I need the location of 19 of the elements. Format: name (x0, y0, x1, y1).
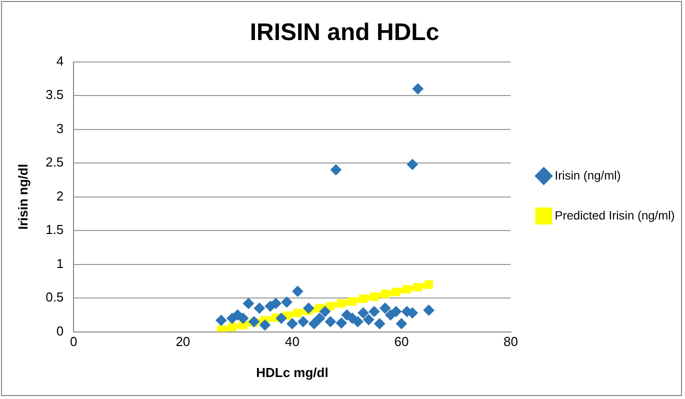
legend-label: Predicted Irisin (ng/ml) (554, 208, 675, 222)
y-tick-label: 4 (56, 53, 64, 68)
y-tick-label: 3.5 (46, 87, 64, 102)
y-tick-label: 0.5 (46, 290, 64, 305)
y-tick-label: 3 (56, 120, 64, 136)
x-tick-label: 40 (284, 334, 300, 350)
x-axis-title: HDLc mg/dl (256, 364, 328, 380)
x-tick-label: 20 (176, 334, 190, 350)
y-tick-label: 0 (56, 323, 64, 338)
x-tick-label: 60 (394, 334, 409, 350)
legend-label: Irisin (ng/ml) (554, 168, 621, 182)
y-tick-label: 2.5 (46, 154, 64, 170)
x-tick-label: 0 (70, 334, 78, 350)
chart-title: IRISIN and HDLc (250, 19, 440, 46)
x-tick-label: 80 (504, 334, 518, 350)
y-tick-label: 1.5 (46, 222, 64, 238)
y-tick-label: 1 (56, 256, 64, 271)
y-axis-title: Irisin ng/dl (15, 164, 30, 230)
y-tick-label: 2 (56, 188, 64, 204)
